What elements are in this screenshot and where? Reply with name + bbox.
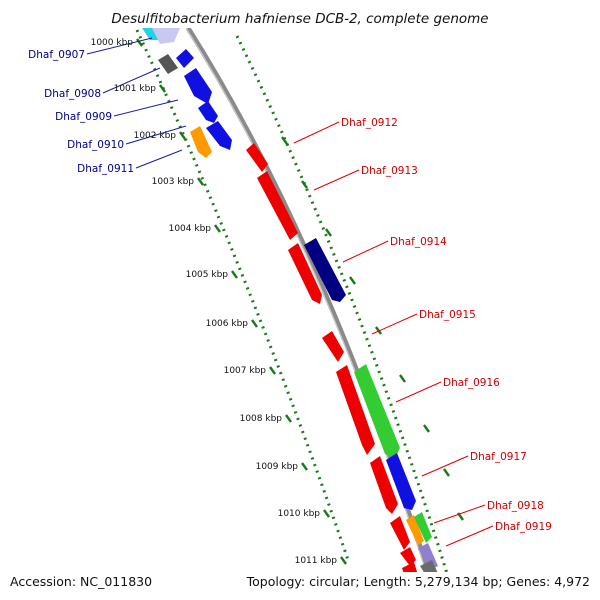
gene-arrow-dhaf-0916[interactable] bbox=[336, 365, 375, 455]
gene-leader-line bbox=[395, 381, 442, 403]
gene-arrow-dhaf-0914b[interactable] bbox=[304, 238, 346, 302]
gene-label-dhaf-0917[interactable]: Dhaf_0917 bbox=[470, 451, 527, 463]
gene-arrow-dhaf-0913[interactable] bbox=[257, 171, 298, 240]
track-dash bbox=[325, 228, 332, 237]
track-dash bbox=[281, 136, 288, 145]
kbp-tick-label: 1004 kbp bbox=[169, 224, 212, 234]
gene-arrow-dhaf-0919[interactable] bbox=[414, 512, 432, 543]
kbp-tick-label: 1001 kbp bbox=[114, 84, 157, 94]
gene-arrow-dhaf-0917[interactable] bbox=[370, 456, 398, 514]
gene-arrow-dhaf-0921[interactable] bbox=[402, 562, 418, 580]
gene-arrow-dhaf-0909b[interactable] bbox=[184, 68, 212, 104]
kbp-tick-mark bbox=[269, 366, 276, 375]
gene-arrow-dhaf-0907[interactable] bbox=[152, 28, 180, 44]
gene-arrow-dhaf-0922[interactable] bbox=[420, 560, 440, 582]
kbp-tick-label: 1000 kbp bbox=[91, 38, 134, 48]
gene-arrow-dhaf-0908[interactable] bbox=[158, 54, 178, 74]
gene-leader-line bbox=[135, 149, 183, 169]
kbp-tick-mark bbox=[159, 84, 166, 93]
track-dash bbox=[399, 374, 406, 383]
gene-label-dhaf-0914[interactable]: Dhaf_0914 bbox=[390, 236, 447, 248]
genome-summary-text: Topology: circular; Length: 5,279,134 bp… bbox=[246, 574, 590, 589]
kbp-tick-label: 1005 kbp bbox=[186, 270, 229, 280]
gene-label-dhaf-0907[interactable]: Dhaf_0907 bbox=[28, 49, 85, 61]
kbp-tick-mark bbox=[179, 131, 186, 140]
accession-text: Accession: NC_011830 bbox=[10, 574, 152, 589]
kbp-tick-label: 1009 kbp bbox=[256, 462, 299, 472]
gene-label-dhaf-0912[interactable]: Dhaf_0912 bbox=[341, 117, 398, 129]
gene-leader-line bbox=[421, 455, 469, 477]
track-dash bbox=[375, 326, 382, 335]
kbp-tick-label: 1010 kbp bbox=[278, 509, 321, 519]
gene-leader-line bbox=[293, 121, 340, 144]
track-dash bbox=[423, 424, 430, 433]
kbp-tick-label: 1002 kbp bbox=[134, 131, 177, 141]
gene-label-dhaf-0908[interactable]: Dhaf_0908 bbox=[44, 88, 101, 100]
gene-arrow-dhaf-0916b[interactable] bbox=[354, 364, 400, 458]
gene-arrow-dhaf-0910[interactable] bbox=[190, 126, 212, 158]
gene-label-dhaf-0918[interactable]: Dhaf_0918 bbox=[487, 500, 544, 512]
kbp-tick-mark bbox=[340, 556, 347, 565]
gene-leader-line bbox=[371, 313, 418, 335]
gene-arrow-dhaf-0915[interactable] bbox=[322, 331, 344, 362]
gene-label-dhaf-0910[interactable]: Dhaf_0910 bbox=[67, 139, 124, 151]
kbp-tick-mark bbox=[197, 177, 204, 186]
gene-leader-line bbox=[125, 125, 187, 145]
gene-label-dhaf-0909[interactable]: Dhaf_0909 bbox=[55, 111, 112, 123]
gene-label-dhaf-0911[interactable]: Dhaf_0911 bbox=[77, 163, 134, 175]
gene-leader-line bbox=[113, 99, 179, 117]
gene-leader-line bbox=[102, 67, 161, 94]
gene-leader-line bbox=[445, 525, 494, 547]
gene-leader-line bbox=[313, 169, 360, 191]
kbp-tick-label: 1007 kbp bbox=[224, 366, 267, 376]
map-title: Desulfitobacterium hafniense DCB-2, comp… bbox=[111, 11, 488, 27]
gene-leader-line bbox=[342, 240, 389, 263]
kbp-tick-mark bbox=[301, 462, 308, 471]
gene-label-dhaf-0913[interactable]: Dhaf_0913 bbox=[361, 165, 418, 177]
kbp-tick-label: 1006 kbp bbox=[206, 319, 249, 329]
gene-arrow-dhaf-0917b[interactable] bbox=[386, 453, 416, 510]
gene-arrow-dhaf-0909c[interactable] bbox=[198, 101, 218, 123]
gene-leader-line bbox=[433, 504, 486, 524]
gene-label-dhaf-0916[interactable]: Dhaf_0916 bbox=[443, 377, 500, 389]
gene-leader-line bbox=[86, 37, 153, 55]
gene-label-dhaf-0915[interactable]: Dhaf_0915 bbox=[419, 309, 476, 321]
gene-arrow-dhaf-0909a[interactable] bbox=[176, 49, 194, 68]
kbp-tick-label: 1008 kbp bbox=[240, 414, 283, 424]
kbp-tick-mark bbox=[285, 414, 292, 423]
kbp-tick-mark bbox=[136, 38, 143, 47]
gene-label-dhaf-0919[interactable]: Dhaf_0919 bbox=[495, 521, 552, 533]
track-dash bbox=[301, 180, 308, 189]
kbp-tick-mark bbox=[251, 319, 258, 328]
kbp-tick-mark bbox=[323, 509, 330, 518]
gene-arrow-dhaf-0918[interactable] bbox=[390, 516, 410, 550]
gene-arrow-dhaf-0914[interactable] bbox=[288, 243, 322, 304]
right-tick-track bbox=[235, 35, 449, 572]
gene-arrow-dhaf-0918b[interactable] bbox=[406, 515, 424, 545]
gene-arrow-dhaf-0919b[interactable] bbox=[400, 547, 416, 566]
reverse-strand-genes bbox=[246, 143, 440, 582]
kbp-tick-mark bbox=[231, 270, 238, 279]
gene-arrow-dhaf-0911[interactable] bbox=[206, 121, 232, 150]
track-dash bbox=[443, 468, 450, 477]
forward-strand-genes bbox=[142, 28, 232, 158]
kbp-tick-mark bbox=[214, 224, 221, 233]
kbp-tick-label: 1003 kbp bbox=[152, 177, 195, 187]
kbp-tick-label: 1011 kbp bbox=[295, 556, 338, 566]
gene-arrow-dhaf-0912[interactable] bbox=[246, 143, 268, 172]
track-dash bbox=[349, 276, 356, 285]
